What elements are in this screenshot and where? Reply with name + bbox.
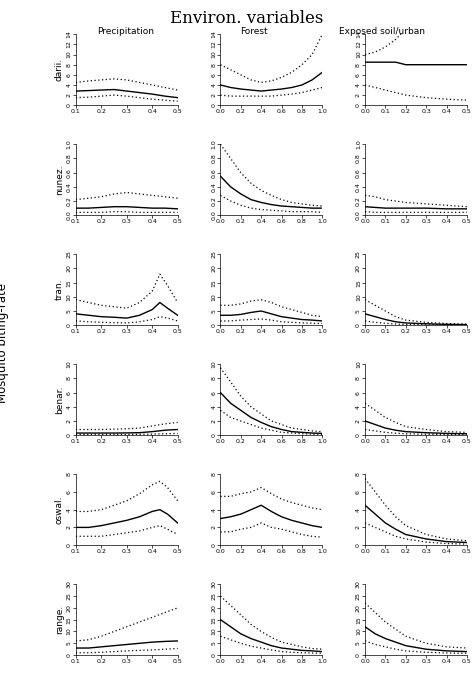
Text: Mosquito biting-rate: Mosquito biting-rate xyxy=(0,283,9,403)
Text: oswal.: oswal. xyxy=(55,495,64,524)
Text: nunez.: nunez. xyxy=(55,165,64,195)
Text: tran.: tran. xyxy=(55,279,64,300)
Text: Precipitation: Precipitation xyxy=(97,27,154,36)
Text: range.: range. xyxy=(55,605,64,635)
Text: Forest: Forest xyxy=(240,27,267,36)
Text: Environ. variables: Environ. variables xyxy=(170,10,323,27)
Text: darii.: darii. xyxy=(55,58,64,82)
Text: benar.: benar. xyxy=(55,386,64,414)
Text: Exposed soil/urban: Exposed soil/urban xyxy=(338,27,425,36)
